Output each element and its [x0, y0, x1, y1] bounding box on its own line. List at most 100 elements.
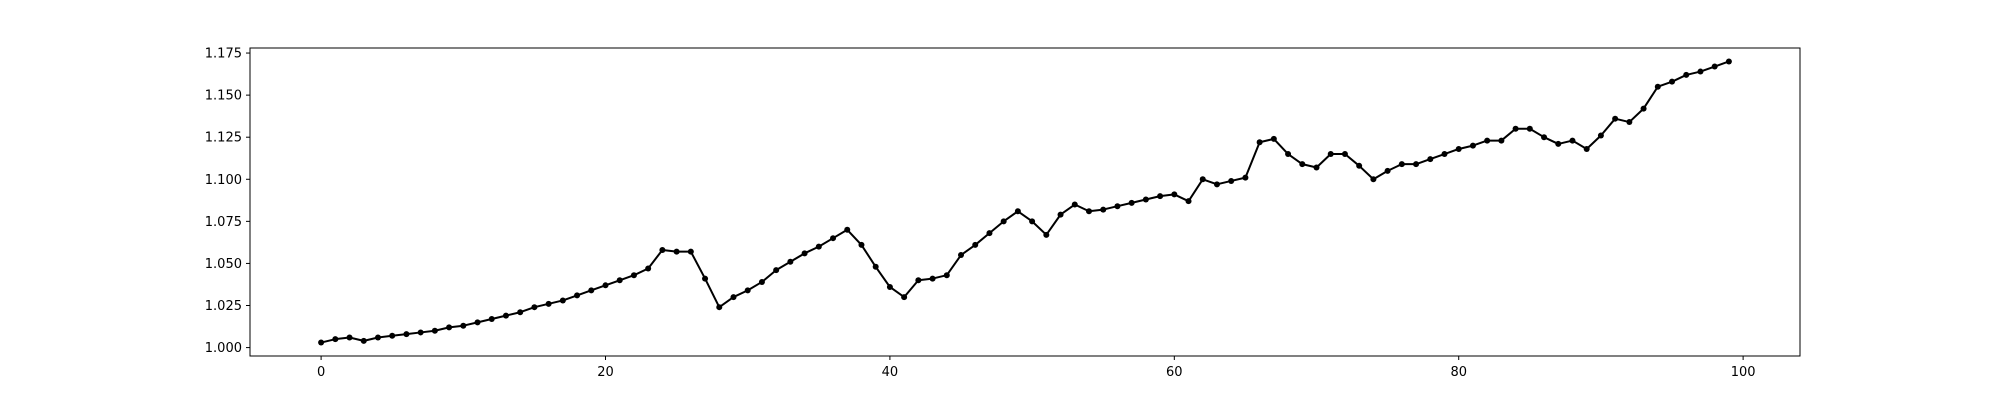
data-point [374, 334, 381, 341]
data-point [1285, 151, 1292, 158]
plot-frame [249, 47, 1801, 357]
data-point [318, 339, 325, 346]
data-point [488, 315, 495, 322]
data-point [1711, 63, 1718, 70]
data-point [1370, 176, 1377, 183]
data-point [1327, 151, 1334, 158]
data-point [474, 319, 481, 326]
data-point [332, 336, 339, 343]
data-point [1171, 191, 1178, 198]
data-point [1185, 198, 1192, 205]
data-point [460, 322, 467, 329]
data-point [986, 230, 993, 237]
data-point [787, 258, 794, 265]
data-point [1469, 142, 1476, 149]
data-point [1498, 137, 1505, 144]
data-point [616, 277, 623, 284]
series-line [320, 60, 1730, 344]
data-point [872, 263, 879, 270]
data-point [1256, 139, 1263, 146]
data-point [346, 334, 353, 341]
data-point [1000, 218, 1007, 225]
data-point [744, 287, 751, 294]
data-point [1669, 78, 1676, 85]
data-point [1683, 71, 1690, 78]
x-tick-label: 20 [597, 365, 614, 380]
data-point [602, 282, 609, 289]
data-point [915, 277, 922, 284]
data-point [1114, 203, 1121, 210]
data-point [801, 250, 808, 257]
data-point [1569, 137, 1576, 144]
data-point [1157, 193, 1164, 200]
data-point [858, 241, 865, 248]
x-tick-label: 40 [882, 365, 899, 380]
data-point [830, 235, 837, 242]
data-point [1398, 161, 1405, 168]
data-point [1484, 137, 1491, 144]
data-point [1583, 145, 1590, 152]
data-point [1228, 177, 1235, 184]
x-tick-label: 0 [317, 365, 325, 380]
y-tick-label: 1.175 [205, 47, 242, 62]
data-point [673, 248, 680, 255]
data-point [730, 294, 737, 301]
data-point [1455, 145, 1462, 152]
data-point [574, 292, 581, 299]
data-point [659, 246, 666, 253]
data-point [773, 267, 780, 274]
data-point [531, 304, 538, 311]
y-tick-label: 1.025 [205, 299, 242, 314]
data-point [1526, 125, 1533, 132]
data-point [1356, 162, 1363, 169]
data-point [1384, 167, 1391, 174]
data-point [1014, 208, 1021, 215]
x-tick-label: 100 [1731, 365, 1756, 380]
data-point [431, 327, 438, 334]
data-point [886, 283, 893, 290]
x-tick-label: 80 [1450, 365, 1467, 380]
data-point [1512, 125, 1519, 132]
data-point [1612, 115, 1619, 122]
data-point [815, 243, 822, 250]
x-tick-label: 60 [1166, 365, 1183, 380]
data-point [1270, 135, 1277, 142]
data-point [758, 278, 765, 285]
data-point [1654, 83, 1661, 90]
plot-series [318, 58, 1732, 346]
data-point [1541, 134, 1548, 141]
data-point [1100, 206, 1107, 213]
data-point [1640, 105, 1647, 112]
data-point [702, 275, 709, 282]
data-point [687, 248, 694, 255]
data-point [972, 241, 979, 248]
y-tick-label: 1.075 [205, 215, 242, 230]
data-point [1725, 58, 1732, 65]
data-point [929, 275, 936, 282]
data-point [588, 287, 595, 294]
data-point [1555, 140, 1562, 147]
data-point [559, 297, 566, 304]
data-point [389, 332, 396, 339]
data-point [1299, 161, 1306, 168]
y-axis: 1.000 1.025 1.050 1.075 1.100 1.125 1.150 1.175 [205, 47, 250, 356]
data-point [1341, 151, 1348, 158]
data-point [1413, 161, 1420, 168]
data-point [943, 272, 950, 279]
data-point [1199, 176, 1206, 183]
data-point [403, 331, 410, 338]
data-point [417, 329, 424, 336]
data-point [517, 309, 524, 316]
data-point [1313, 164, 1320, 171]
data-point [716, 304, 723, 311]
data-point [1626, 119, 1633, 126]
data-point [446, 324, 453, 331]
data-point [1128, 199, 1135, 206]
data-point [1085, 208, 1092, 215]
data-point [545, 300, 552, 307]
data-point [1043, 231, 1050, 238]
data-point [630, 272, 637, 279]
data-point [1597, 132, 1604, 139]
